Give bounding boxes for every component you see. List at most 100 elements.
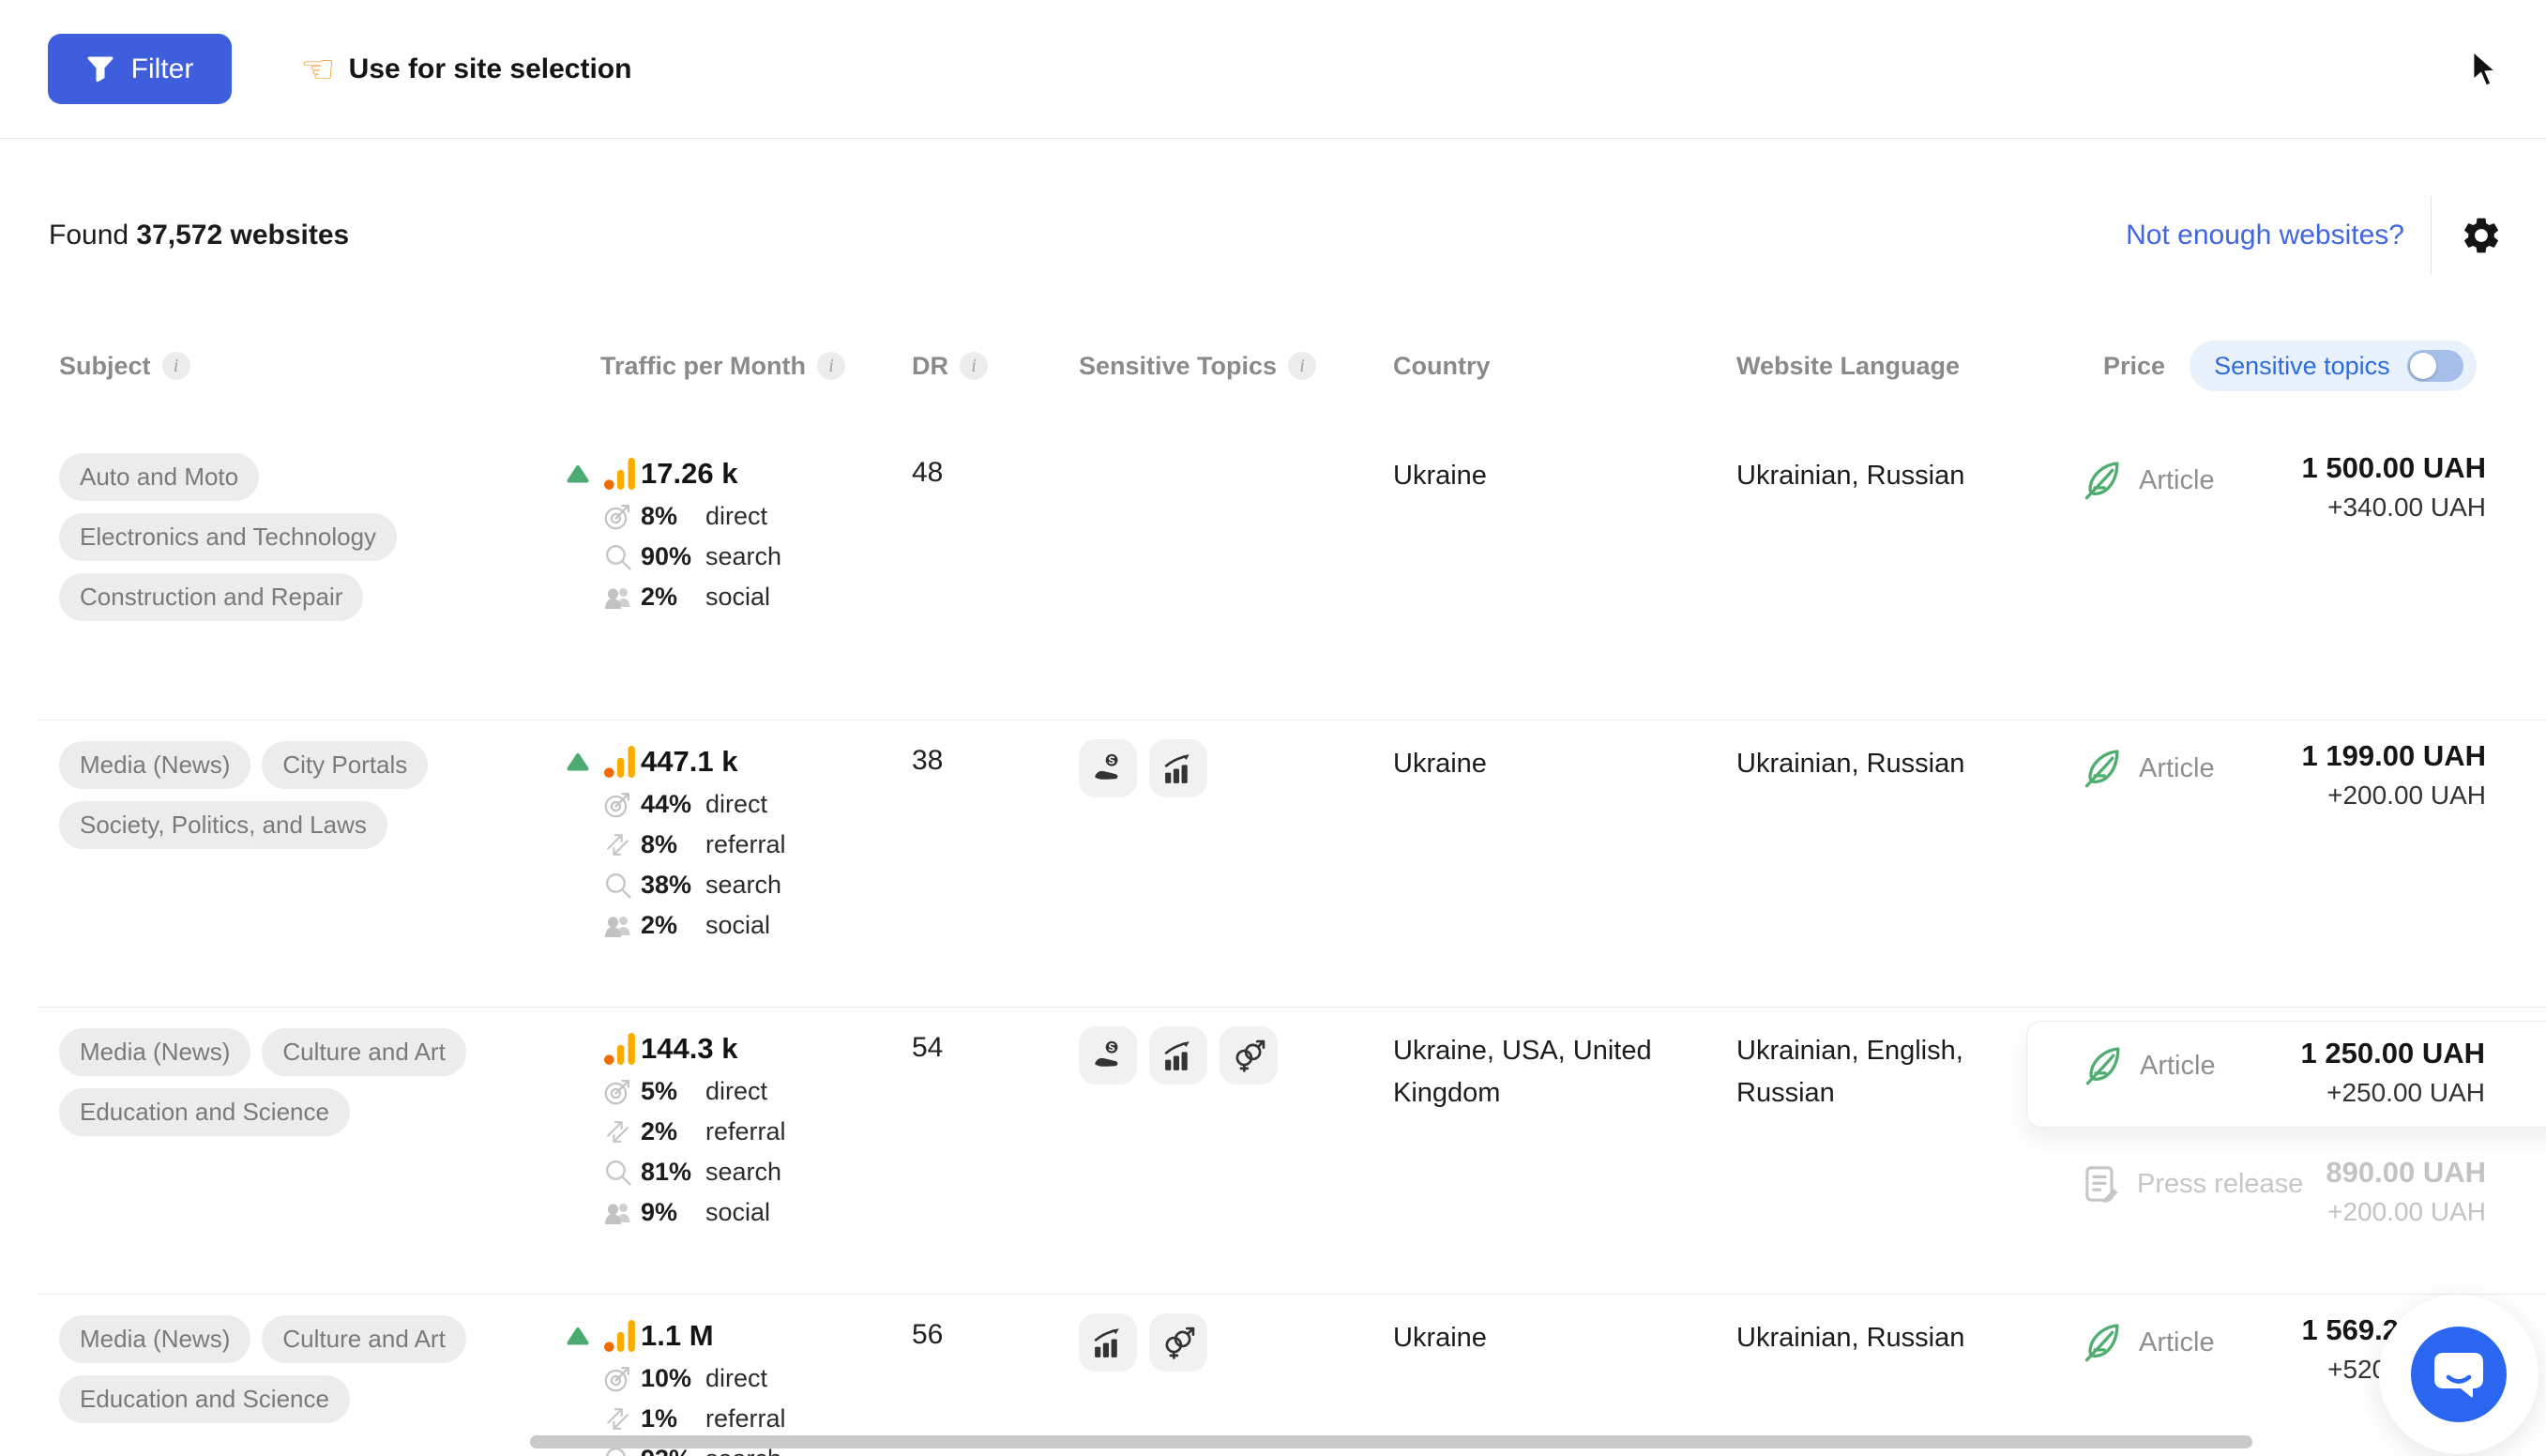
subject-tag: Education and Science	[59, 1088, 350, 1136]
trend-up-slot	[566, 463, 603, 484]
offer-extra-price: +250.00 UAH	[2326, 1078, 2485, 1107]
traffic-source-label: social	[705, 1198, 771, 1226]
traffic-source-label: search	[705, 542, 782, 570]
websites-table: Subject i Traffic per Month i DR i Sensitiv…	[38, 341, 2546, 1456]
sensitive-topics-cell	[1060, 1026, 1365, 1084]
traffic-source-percent: 44%	[641, 790, 692, 818]
offer-article[interactable]: Article 1 500.00 UAH +340.00 UAH	[2081, 451, 2486, 523]
filter-button[interactable]: Filter	[48, 34, 232, 104]
settings-gear-button[interactable]	[2458, 212, 2505, 259]
trend-up-slot	[566, 751, 603, 772]
found-count: Found 37,572 websites	[49, 220, 350, 250]
dr-cell: 54	[912, 1032, 944, 1063]
search-icon	[603, 1445, 632, 1456]
traffic-cell: 144.3 k 5% direct 2% referral 81% search 9% soci…	[566, 1026, 893, 1233]
traffic-source-percent: 9%	[641, 1198, 678, 1226]
direct-icon	[603, 502, 632, 531]
dr-cell: 56	[912, 1319, 944, 1350]
language-cell: Ukrainian, Russian	[1736, 461, 1965, 491]
sensitive-topic-chip-dating[interactable]	[1149, 1313, 1207, 1372]
offer-type-label: Article	[2139, 464, 2215, 495]
sensitive-topic-chip-money-hand[interactable]	[1079, 1026, 1137, 1084]
website-row[interactable]: Media (News) City Portals Society, Politic…	[38, 720, 2546, 1007]
traffic-main: 144.3 k	[566, 1026, 893, 1071]
info-icon[interactable]: i	[817, 352, 846, 380]
analytics-icon	[603, 745, 637, 779]
offer-type-label: Press release	[2137, 1168, 2304, 1199]
offer-extra-price: +200.00 UAH	[2327, 781, 2486, 810]
trend-up-slot	[566, 1326, 603, 1346]
traffic-source-row: 5% direct	[603, 1071, 893, 1112]
referral-icon	[603, 1117, 632, 1146]
sensitive-topics-toggle-label: Sensitive topics	[2214, 351, 2390, 380]
sensitive-topic-chip-chart-growth[interactable]	[1079, 1313, 1137, 1372]
offer-article[interactable]: Article 1 199.00 UAH +200.00 UAH	[2081, 739, 2486, 811]
sensitive-topics-cell	[1060, 1313, 1365, 1372]
traffic-main: 17.26 k	[566, 451, 893, 496]
website-row[interactable]: Media (News) Culture and Art Education and…	[38, 1007, 2546, 1294]
dating-icon	[1161, 1326, 1196, 1360]
referral-icon	[603, 830, 632, 859]
traffic-source-percent: 5%	[641, 1077, 678, 1105]
traffic-source-percent: 2%	[641, 583, 678, 611]
traffic-source-percent: 1%	[641, 1404, 678, 1433]
horizontal-scrollbar-thumb[interactable]	[530, 1435, 2252, 1448]
toggle-knob	[2409, 353, 2436, 379]
dr-cell: 38	[912, 745, 944, 776]
search-icon	[603, 871, 632, 900]
table-header-row: Subject i Traffic per Month i DR i Sensitiv…	[38, 341, 2546, 391]
feather-icon	[2081, 747, 2124, 790]
traffic-source-percent: 90%	[641, 542, 692, 570]
money-hand-icon	[1091, 751, 1126, 786]
sensitive-topic-chip-chart-growth[interactable]	[1149, 739, 1207, 797]
info-icon[interactable]: i	[960, 352, 988, 380]
info-icon[interactable]: i	[161, 352, 190, 380]
traffic-source-row: 81% search	[603, 1152, 893, 1192]
press-icon	[2081, 1163, 2122, 1205]
offer-price: 1 250.00 UAH	[2300, 1037, 2485, 1069]
traffic-main: 1.1 M	[566, 1313, 893, 1358]
traffic-source-label: direct	[705, 502, 768, 530]
info-icon[interactable]: i	[1288, 352, 1317, 380]
website-row[interactable]: Auto and Moto Electronics and Technology C…	[38, 432, 2546, 720]
found-count-number: 37,572 websites	[136, 220, 350, 250]
traffic-source-percent: 38%	[641, 871, 692, 899]
subject-tag: Society, Politics, and Laws	[59, 801, 387, 849]
traffic-source-row: 9% social	[603, 1192, 893, 1233]
sensitive-topics-toggle[interactable]	[2406, 350, 2463, 382]
social-icon	[603, 584, 633, 612]
funnel-icon	[86, 55, 114, 83]
price-cell: Article 1 500.00 UAH +340.00 UAH	[2051, 451, 2508, 523]
search-icon	[603, 1158, 632, 1187]
sensitive-topic-chip-dating[interactable]	[1220, 1026, 1278, 1084]
chat-launcher-button[interactable]	[2379, 1295, 2538, 1454]
subject-tag: Culture and Art	[262, 1028, 466, 1076]
column-header-price: Price Sensitive topics	[2051, 341, 2508, 391]
language-cell: Ukrainian, Russian	[1736, 749, 1965, 779]
offer-article[interactable]: Article 1 250.00 UAH +250.00 UAH	[2026, 1021, 2546, 1128]
traffic-source-label: referral	[705, 1404, 786, 1433]
traffic-source-label: search	[705, 1158, 782, 1186]
subject-cell: Media (News) City Portals Society, Politic…	[38, 739, 566, 849]
price-cell: Article 1 250.00 UAH +250.00 UAH Press rele…	[2026, 1021, 2546, 1227]
traffic-main: 447.1 k	[566, 739, 893, 784]
dr-cell: 48	[912, 457, 944, 488]
subject-tag: Electronics and Technology	[59, 513, 398, 561]
sensitive-topic-chip-chart-growth[interactable]	[1149, 1026, 1207, 1084]
analytics-icon	[603, 1032, 637, 1066]
traffic-source-label: social	[705, 911, 771, 939]
country-cell: Ukraine, USA, United Kingdom	[1393, 1036, 1652, 1108]
offer-press-release[interactable]: Press release 890.00 UAH +200.00 UAH	[2081, 1156, 2486, 1227]
direct-icon	[603, 790, 632, 819]
sensitive-topics-toggle-pill[interactable]: Sensitive topics	[2190, 341, 2477, 391]
website-row[interactable]: Media (News) Culture and Art Education and…	[38, 1294, 2546, 1456]
traffic-source-label: direct	[705, 1364, 768, 1392]
not-enough-websites-link[interactable]: Not enough websites?	[2126, 220, 2404, 250]
sensitive-topic-chip-money-hand[interactable]	[1079, 739, 1137, 797]
subject-tag: Auto and Moto	[59, 453, 260, 501]
subject-cell: Media (News) Culture and Art Education and…	[38, 1026, 566, 1136]
filter-button-label: Filter	[130, 53, 194, 84]
traffic-value: 144.3 k	[641, 1032, 738, 1065]
chart-growth-icon	[1161, 751, 1196, 786]
